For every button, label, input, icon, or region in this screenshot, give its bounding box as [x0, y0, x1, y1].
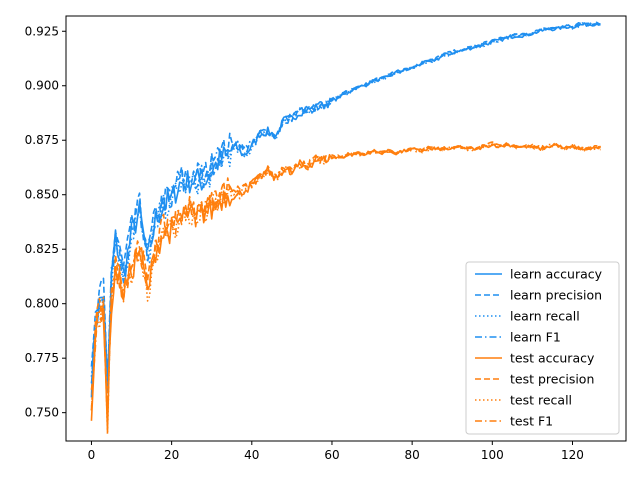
series-line-test-f1	[90, 143, 601, 410]
x-tick-label: 40	[244, 448, 259, 462]
legend-box	[465, 261, 620, 435]
legend: learn accuracy learn precision learn recal…	[465, 261, 620, 435]
x-tick-label: 60	[324, 448, 339, 462]
series-line-learn-accuracy	[90, 22, 601, 398]
legend-label: learn precision	[510, 288, 602, 303]
plot-area	[90, 21, 602, 436]
x-tick-label: 0	[88, 448, 96, 462]
y-tick-label: 0.825	[25, 242, 59, 256]
series-line-learn-f1	[90, 21, 601, 391]
series-layer	[90, 21, 602, 436]
legend-label: learn F1	[510, 330, 561, 345]
x-tick-label: 20	[164, 448, 179, 462]
y-axis: 0.750 0.775 0.800 0.825 0.850 0.875 0.900 0.925	[25, 24, 66, 420]
series-line-learn-recall	[90, 22, 602, 395]
y-tick-label: 0.750	[25, 406, 59, 420]
y-tick-label: 0.775	[25, 351, 59, 365]
x-tick-label: 80	[405, 448, 420, 462]
axes-frame	[65, 15, 627, 442]
legend-label: learn recall	[510, 309, 580, 324]
legend-label: test recall	[510, 393, 572, 408]
legend-label: test precision	[510, 372, 594, 387]
y-tick-label: 0.800	[25, 297, 59, 311]
x-tick-label: 120	[561, 448, 584, 462]
x-axis: 0 20 40 60 80 100 120	[88, 441, 584, 462]
x-tick-label: 100	[481, 448, 504, 462]
y-tick-label: 0.875	[25, 133, 59, 147]
y-tick-label: 0.925	[25, 24, 59, 38]
legend-label: test accuracy	[510, 351, 595, 366]
y-tick-label: 0.850	[25, 188, 59, 202]
legend-label: test F1	[510, 414, 553, 429]
y-tick-label: 0.900	[25, 79, 59, 93]
legend-label: learn accuracy	[510, 267, 603, 282]
series-line-test-recall	[90, 143, 601, 436]
